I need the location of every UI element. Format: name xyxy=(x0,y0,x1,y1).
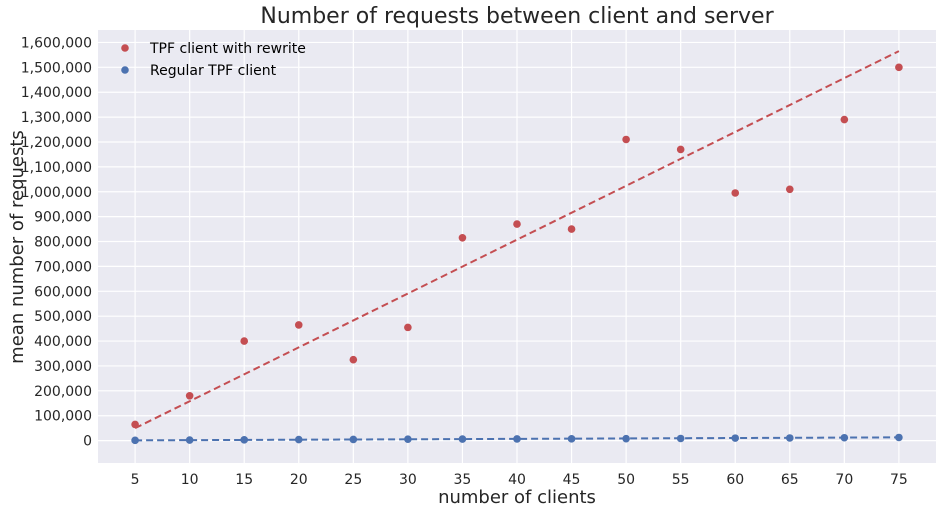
data-point-rewrite xyxy=(676,145,685,154)
trend-line-rewrite xyxy=(134,50,900,430)
y-tick-label: 0 xyxy=(83,434,92,450)
x-tick-label: 75 xyxy=(890,472,908,488)
grid-layer xyxy=(98,30,936,463)
x-tick-label: 60 xyxy=(726,472,744,488)
data-point-regular xyxy=(513,435,521,443)
chart-title: Number of requests between client and se… xyxy=(260,4,774,29)
data-point-regular xyxy=(731,434,740,442)
legend-marker-rewrite xyxy=(121,44,129,52)
data-point-rewrite xyxy=(567,225,576,233)
y-tick-label: 100,000 xyxy=(34,409,92,425)
x-tick-label: 70 xyxy=(835,472,853,488)
data-point-regular xyxy=(131,436,139,445)
x-tick-label: 40 xyxy=(508,472,526,488)
y-tick-label: 200,000 xyxy=(34,384,92,400)
y-tick-label: 1,500,000 xyxy=(21,60,92,76)
y-tick-label: 1,100,000 xyxy=(21,160,92,176)
y-tick-label: 1,300,000 xyxy=(21,110,92,126)
data-point-rewrite xyxy=(458,233,467,242)
x-tick-label: 55 xyxy=(672,472,690,488)
x-tick-label: 10 xyxy=(181,472,199,488)
data-point-rewrite xyxy=(731,189,740,197)
y-tick-label: 700,000 xyxy=(34,259,92,275)
tick-layer: 0 100,000 200,000 300,000 400,000 500,000 600,… xyxy=(21,35,908,488)
data-point-regular xyxy=(294,435,303,444)
data-point-rewrite xyxy=(131,420,139,429)
y-axis-label: mean number of requests xyxy=(7,130,28,364)
data-point-rewrite xyxy=(185,392,194,400)
legend-label-regular: Regular TPF client xyxy=(150,63,277,79)
y-tick-label: 300,000 xyxy=(34,359,92,375)
data-point-rewrite xyxy=(349,355,358,364)
y-tick-label: 1,600,000 xyxy=(21,35,92,51)
x-tick-label: 5 xyxy=(131,472,140,488)
point-layer xyxy=(131,63,903,445)
data-point-rewrite xyxy=(240,337,249,345)
data-point-regular xyxy=(458,435,467,443)
data-point-regular xyxy=(240,436,249,444)
data-point-regular xyxy=(840,433,849,442)
trend-line-regular xyxy=(135,436,899,442)
x-axis-label: number of clients xyxy=(438,487,596,508)
y-tick-label: 800,000 xyxy=(34,235,92,251)
data-point-rewrite xyxy=(513,220,521,228)
x-tick-label: 65 xyxy=(781,472,799,488)
data-point-rewrite xyxy=(622,135,630,144)
legend: TPF client with rewrite Regular TPF clie… xyxy=(121,41,306,79)
trend-layer xyxy=(134,50,900,442)
data-point-rewrite xyxy=(840,115,849,124)
x-tick-label: 50 xyxy=(617,472,635,488)
x-tick-label: 20 xyxy=(290,472,308,488)
y-tick-label: 1,400,000 xyxy=(21,85,92,101)
data-point-regular xyxy=(785,434,794,442)
x-tick-label: 35 xyxy=(454,472,472,488)
y-tick-label: 1,000,000 xyxy=(21,185,92,201)
data-point-rewrite xyxy=(785,185,794,194)
data-point-rewrite xyxy=(404,323,412,332)
x-tick-label: 45 xyxy=(563,472,581,488)
legend-marker-regular xyxy=(121,66,129,74)
y-tick-label: 900,000 xyxy=(34,210,92,226)
x-tick-label: 30 xyxy=(399,472,417,488)
x-tick-label: 25 xyxy=(344,472,362,488)
data-point-rewrite xyxy=(294,321,303,329)
x-tick-label: 15 xyxy=(235,472,253,488)
y-tick-label: 400,000 xyxy=(34,334,92,350)
data-point-rewrite xyxy=(895,63,903,72)
data-point-regular xyxy=(895,433,903,442)
data-point-regular xyxy=(567,435,576,443)
data-point-regular xyxy=(622,434,630,443)
data-point-regular xyxy=(185,436,194,444)
legend-label-rewrite: TPF client with rewrite xyxy=(149,41,306,57)
y-tick-label: 600,000 xyxy=(34,284,92,300)
data-point-regular xyxy=(676,434,685,443)
data-point-regular xyxy=(349,435,358,444)
y-tick-label: 500,000 xyxy=(34,309,92,325)
data-point-regular xyxy=(404,435,412,444)
y-tick-label: 1,200,000 xyxy=(21,135,92,151)
